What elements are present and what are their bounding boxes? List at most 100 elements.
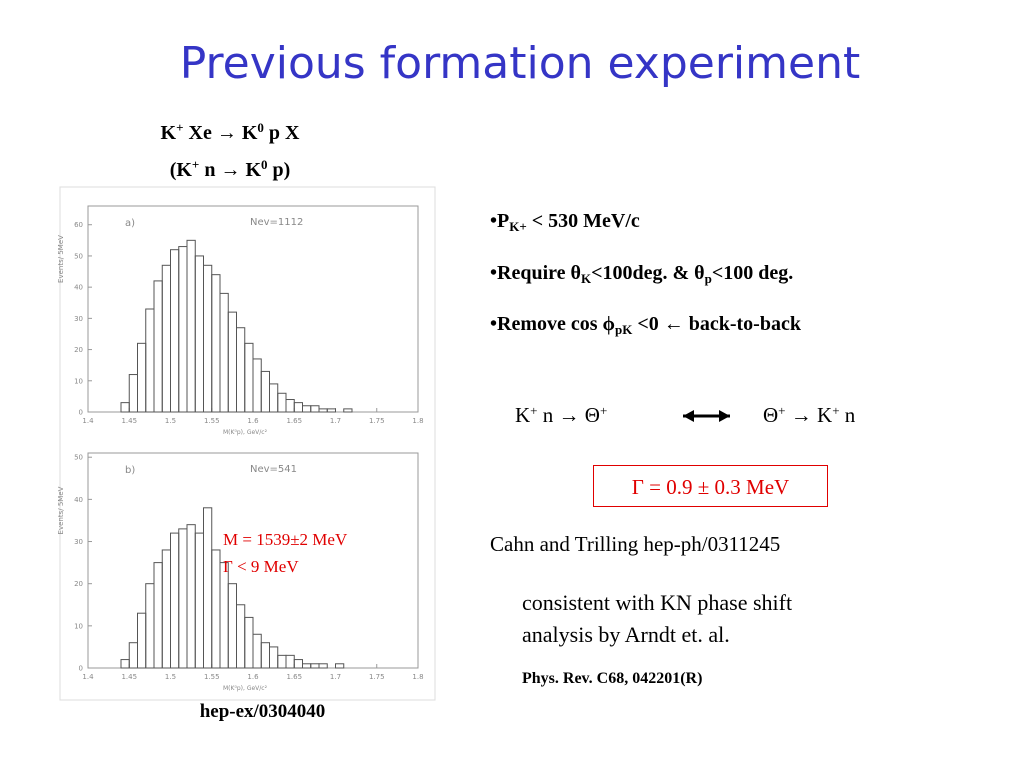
histogram-bar	[178, 246, 188, 413]
subscript: K+	[509, 219, 527, 234]
histogram-bar	[252, 633, 262, 669]
y-tick-label: 50	[74, 454, 83, 462]
y-tick-label: 10	[74, 377, 83, 385]
x-tick-label: 1.55	[204, 417, 220, 425]
x-tick-label: 1.55	[204, 673, 220, 681]
annotation: Nev=1112	[250, 217, 303, 228]
x-tick-label: 1.6	[247, 673, 259, 681]
consistency: analysis by Arndt et. al.	[522, 622, 730, 647]
text: •Remove cos ϕ	[490, 313, 615, 335]
text: Xe → K	[183, 122, 258, 144]
histogram-bar	[260, 370, 270, 413]
y-tick-label: 20	[74, 346, 83, 354]
x-tick-label: 1.8	[412, 417, 423, 425]
text: p X	[263, 122, 300, 144]
text: K	[160, 122, 177, 144]
consistency: consistent with KN phase shift	[522, 590, 793, 615]
histogram-bar	[227, 583, 237, 669]
bullet: •Remove cos ϕpK <0 ← back-to-back	[490, 313, 801, 338]
journal: Phys. Rev. C68, 042201(R)	[522, 670, 703, 687]
x-tick-label: 1.65	[286, 417, 302, 425]
y-tick-label: 0	[79, 409, 83, 417]
histogram-bar	[128, 374, 138, 413]
histogram-bar	[269, 646, 279, 669]
x-tick-label: 1.8	[412, 673, 423, 681]
superscript: +	[778, 403, 786, 418]
histogram-bar	[227, 311, 237, 413]
histogram-bar	[252, 358, 262, 413]
histogram-bar	[318, 408, 328, 413]
y-tick-label: 30	[74, 315, 83, 323]
histogram-bar	[293, 659, 303, 669]
width-box: Γ = 0.9 ± 0.3 MeV	[593, 465, 828, 507]
arrow-head	[719, 410, 730, 422]
y-tick-label: 40	[74, 284, 83, 292]
reaction-right: Θ+ → K+ n	[763, 403, 855, 428]
histogram-bar	[219, 562, 229, 669]
histogram-bar	[277, 392, 287, 413]
histogram-bar	[236, 327, 246, 413]
superscript: 0	[261, 157, 268, 172]
histogram-bar	[285, 654, 295, 669]
superscript: +	[599, 403, 608, 418]
histogram-bar	[326, 408, 336, 413]
text: (K	[169, 159, 192, 181]
x-tick-label: 1.5	[165, 417, 176, 425]
text: •P	[490, 210, 510, 232]
y-tick-label: 60	[74, 221, 83, 229]
y-tick-label: 20	[74, 580, 83, 588]
histogram-bar	[260, 642, 270, 669]
histogram-bar	[203, 507, 213, 669]
histogram-bar	[236, 604, 246, 669]
figure-frame	[59, 186, 436, 701]
histogram-bar	[244, 342, 254, 413]
y-tick-label: 50	[74, 252, 83, 260]
panel-label: a)	[125, 218, 135, 229]
text: K	[515, 403, 531, 427]
histogram-bar	[335, 663, 345, 669]
y-tick-label: 40	[74, 496, 83, 504]
histogram-bar	[293, 402, 303, 413]
x-tick-label: 1.65	[286, 673, 302, 681]
x-tick-label: 1.7	[330, 673, 341, 681]
histogram-bar	[219, 292, 229, 413]
citation: Cahn and Trilling hep-ph/0311245	[490, 532, 781, 556]
histogram-bar	[137, 612, 147, 669]
subscript: pK	[615, 322, 633, 337]
annotation: Nev=541	[250, 464, 297, 475]
histogram-bar	[244, 616, 254, 669]
histogram-bar	[137, 342, 147, 413]
text: Θ	[763, 403, 779, 427]
histogram-bar	[302, 663, 312, 669]
x-tick-label: 1.7	[330, 417, 341, 425]
x-tick-label: 1.5	[165, 673, 176, 681]
histogram-bar	[153, 562, 163, 669]
superscript: +	[176, 120, 184, 135]
histogram-bar	[310, 405, 320, 413]
x-tick-label: 1.75	[369, 673, 385, 681]
x-axis-label: M(K⁰p), GeV/c²	[223, 685, 268, 692]
superscript: +	[191, 157, 200, 172]
superscript: +	[530, 403, 538, 418]
title: Previous formation experiment	[179, 38, 861, 89]
y-tick-label: 10	[74, 622, 83, 630]
x-axis-label: M(K⁰p), GeV/c²	[223, 429, 268, 436]
histogram-bar	[186, 239, 196, 413]
histogram-bar	[211, 549, 221, 669]
histogram-bar	[178, 528, 188, 669]
y-axis-label: Events/ 5MeV	[57, 235, 65, 283]
x-tick-label: 1.6	[247, 417, 259, 425]
histogram-bar	[128, 642, 138, 669]
x-tick-label: 1.4	[82, 673, 94, 681]
histogram-bar	[161, 264, 171, 413]
x-tick-label: 1.45	[121, 673, 137, 681]
reaction-left: K+ n → Θ+	[515, 403, 607, 428]
arrow-head	[683, 410, 694, 422]
histogram-bar	[170, 532, 180, 669]
histogram-bar	[203, 264, 213, 413]
histogram-bar	[153, 280, 163, 413]
histogram-bar	[211, 274, 221, 413]
text: n	[839, 403, 856, 427]
